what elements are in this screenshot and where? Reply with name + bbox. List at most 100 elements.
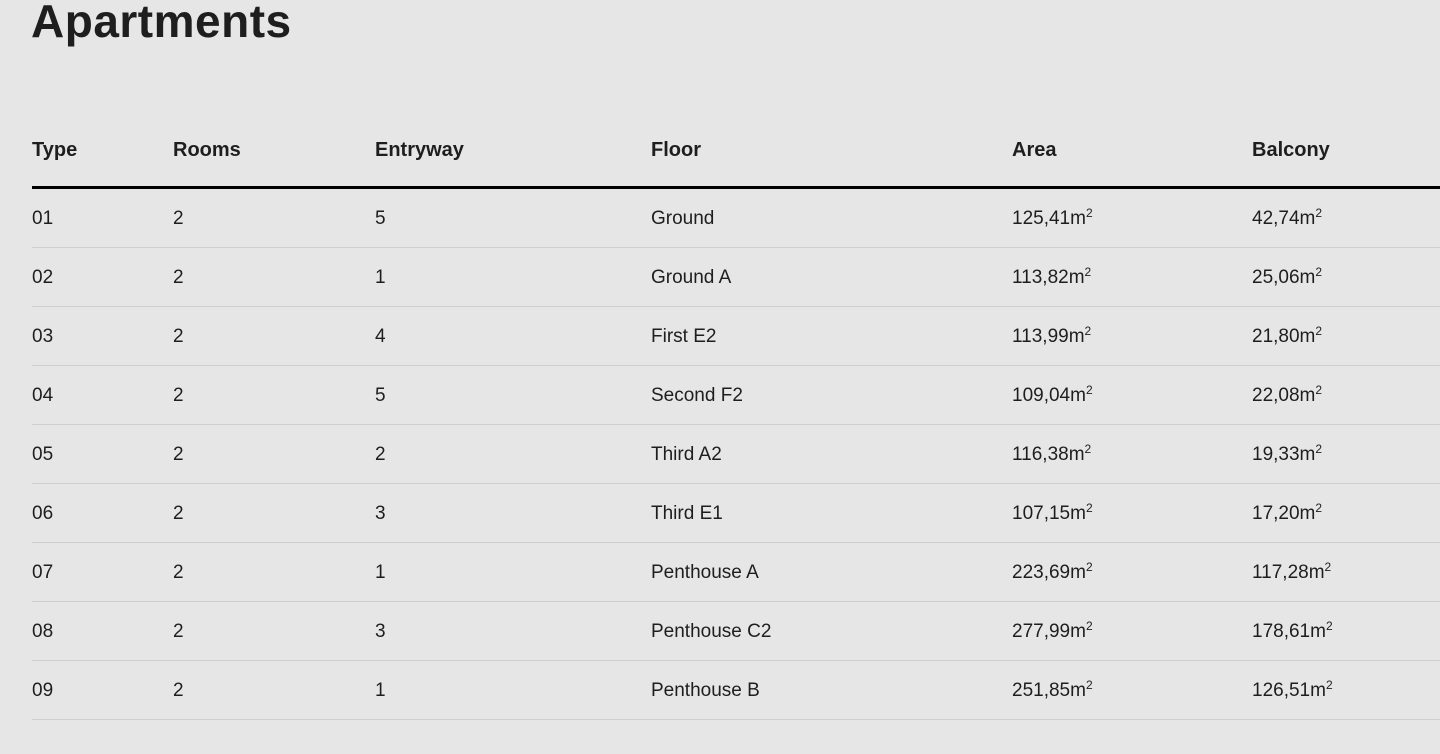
cell-entryway: 1 — [375, 661, 386, 720]
column-header-balcony[interactable]: Balcony — [1252, 139, 1330, 161]
entryway-value: 4 — [375, 326, 386, 347]
unit-exponent: 2 — [1315, 442, 1323, 456]
table-row[interactable]: 05 2 2 Third A2 116,38m2 19,33m2 — [32, 425, 1440, 484]
column-header-area[interactable]: Area — [1012, 139, 1057, 161]
table-row[interactable]: 09 2 1 Penthouse B 251,85m2 126,51m2 — [32, 661, 1440, 720]
table-row[interactable]: 01 2 5 Ground 125,41m2 42,74m2 — [32, 189, 1440, 248]
cell-floor: Penthouse C2 — [651, 602, 771, 661]
table-body: 01 2 5 Ground 125,41m2 42,74m2 02 2 1 Ground A 113… — [32, 189, 1440, 720]
table-row[interactable]: 08 2 3 Penthouse C2 277,99m2 178,61m2 — [32, 602, 1440, 661]
cell-area: 113,99m2 — [1012, 307, 1091, 366]
cell-balcony: 17,20m2 — [1252, 484, 1322, 543]
cell-type: 04 — [32, 366, 53, 425]
rooms-value: 2 — [173, 208, 184, 229]
cell-entryway: 2 — [375, 425, 386, 484]
rooms-value: 2 — [173, 562, 184, 583]
table-header: Type Rooms Entryway Floor Area Balcony — [32, 120, 1440, 189]
unit-exponent: 2 — [1085, 383, 1093, 397]
entryway-value: 1 — [375, 267, 386, 288]
type-value: 09 — [32, 680, 54, 701]
balcony-value: 42,74 — [1252, 208, 1300, 229]
cell-rooms: 2 — [173, 543, 184, 602]
balcony-value: 21,80 — [1252, 326, 1300, 347]
cell-entryway: 1 — [375, 248, 386, 307]
unit-exponent: 2 — [1085, 206, 1093, 220]
type-value: 08 — [32, 621, 54, 642]
unit-label: m — [1070, 208, 1086, 229]
table-row[interactable]: 06 2 3 Third E1 107,15m2 17,20m2 — [32, 484, 1440, 543]
cell-floor: Second F2 — [651, 366, 743, 425]
cell-entryway: 5 — [375, 189, 386, 248]
cell-balcony: 178,61m2 — [1252, 602, 1333, 661]
unit-label: m — [1070, 562, 1086, 583]
balcony-value: 25,06 — [1252, 267, 1300, 288]
cell-floor: Third A2 — [651, 425, 722, 484]
area-value: 116,38 — [1012, 444, 1069, 465]
area-value: 113,82 — [1012, 267, 1069, 288]
floor-value: Penthouse A — [651, 562, 759, 583]
balcony-value: 22,08 — [1252, 385, 1300, 406]
cell-balcony: 126,51m2 — [1252, 661, 1333, 720]
unit-exponent: 2 — [1324, 560, 1332, 574]
unit-exponent: 2 — [1085, 560, 1093, 574]
entryway-value: 3 — [375, 503, 386, 524]
table-row[interactable]: 07 2 1 Penthouse A 223,69m2 117,28m2 — [32, 543, 1440, 602]
column-header-rooms[interactable]: Rooms — [173, 139, 241, 161]
unit-label: m — [1068, 326, 1085, 347]
floor-value: Third A2 — [651, 444, 722, 465]
cell-type: 09 — [32, 661, 53, 720]
cell-rooms: 2 — [173, 366, 184, 425]
unit-label: m — [1299, 503, 1316, 524]
cell-balcony: 117,28m2 — [1252, 543, 1331, 602]
column-header-type[interactable]: Type — [32, 139, 78, 161]
balcony-value: 17,20 — [1252, 503, 1300, 524]
unit-label: m — [1299, 267, 1316, 288]
area-value: 277,99 — [1012, 621, 1071, 642]
unit-label: m — [1299, 385, 1316, 406]
column-header-entryway[interactable]: Entryway — [375, 139, 464, 161]
unit-exponent: 2 — [1084, 324, 1092, 338]
cell-rooms: 2 — [173, 602, 184, 661]
type-value: 06 — [32, 503, 54, 524]
unit-label: m — [1308, 562, 1325, 583]
cell-floor: Penthouse A — [651, 543, 759, 602]
cell-rooms: 2 — [173, 425, 184, 484]
table-row[interactable]: 02 2 1 Ground A 113,82m2 25,06m2 — [32, 248, 1440, 307]
entryway-value: 1 — [375, 562, 386, 583]
column-header-floor[interactable]: Floor — [651, 139, 701, 161]
cell-area: 113,82m2 — [1012, 248, 1091, 307]
table-row[interactable]: 03 2 4 First E2 113,99m2 21,80m2 — [32, 307, 1440, 366]
type-value: 04 — [32, 385, 54, 406]
unit-exponent: 2 — [1315, 206, 1323, 220]
cell-type: 08 — [32, 602, 53, 661]
table-row[interactable]: 04 2 5 Second F2 109,04m2 22,08m2 — [32, 366, 1440, 425]
unit-label: m — [1070, 621, 1086, 642]
cell-rooms: 2 — [173, 307, 184, 366]
rooms-value: 2 — [173, 267, 184, 288]
page-title: Apartments — [31, 0, 292, 47]
cell-rooms: 2 — [173, 189, 184, 248]
cell-floor: Third E1 — [651, 484, 723, 543]
unit-label: m — [1310, 680, 1326, 701]
cell-entryway: 1 — [375, 543, 386, 602]
type-value: 02 — [32, 267, 54, 288]
floor-value: First E2 — [651, 326, 717, 347]
rooms-value: 2 — [173, 385, 184, 406]
cell-floor: Ground A — [651, 248, 731, 307]
cell-balcony: 25,06m2 — [1252, 248, 1322, 307]
unit-label: m — [1310, 621, 1326, 642]
unit-label: m — [1070, 680, 1086, 701]
unit-label: m — [1299, 208, 1316, 229]
cell-rooms: 2 — [173, 661, 184, 720]
cell-type: 02 — [32, 248, 53, 307]
apartments-table: Type Rooms Entryway Floor Area Balcony 0… — [32, 120, 1440, 720]
cell-entryway: 3 — [375, 602, 386, 661]
cell-area: 125,41m2 — [1012, 189, 1093, 248]
cell-floor: Penthouse B — [651, 661, 760, 720]
area-value: 251,85 — [1012, 680, 1071, 701]
unit-label: m — [1299, 444, 1316, 465]
rooms-value: 2 — [173, 680, 184, 701]
balcony-value: 178,61 — [1252, 621, 1311, 642]
unit-label: m — [1068, 267, 1085, 288]
floor-value: Penthouse C2 — [651, 621, 772, 642]
